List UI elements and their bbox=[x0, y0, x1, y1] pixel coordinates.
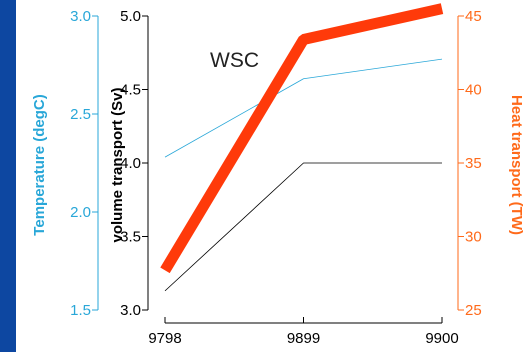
temperature-axis-label: Temperature (degC) bbox=[31, 94, 48, 235]
volume-tick-label: 3.0 bbox=[120, 302, 141, 319]
temperature-series-line bbox=[164, 58, 443, 158]
x-tick-label: 9798 bbox=[148, 330, 181, 347]
x-tick-label: 9899 bbox=[287, 330, 320, 347]
temperature-tick-label: 1.5 bbox=[70, 302, 91, 319]
volume-tick-label: 4.0 bbox=[120, 155, 141, 172]
axes-layer: 1.5 2.0 2.5 3.0 3.0 3.5 4.0 4.5 5.0 25 30 35 40 45 979… bbox=[70, 8, 482, 347]
series-layer bbox=[160, 3, 444, 292]
heat-tick-label: 40 bbox=[465, 82, 482, 99]
volume-tick-label: 3.5 bbox=[120, 229, 141, 246]
volume-tick-label: 5.0 bbox=[120, 8, 141, 25]
heat-tick-label: 45 bbox=[465, 8, 482, 25]
heat-tick-label: 30 bbox=[465, 229, 482, 246]
temperature-tick-label: 2.0 bbox=[70, 204, 91, 221]
heat-axis-label: Heat transport (TW) bbox=[508, 95, 525, 235]
temperature-tick-label: 3.0 bbox=[70, 8, 91, 25]
heat-series-line bbox=[160, 3, 444, 274]
volume-tick-label: 4.5 bbox=[120, 82, 141, 99]
x-tick-label: 9900 bbox=[425, 330, 458, 347]
heat-tick-label: 25 bbox=[465, 302, 482, 319]
temperature-tick-label: 2.5 bbox=[70, 106, 91, 123]
chart-annotation: WSC bbox=[210, 49, 259, 72]
volume-series-line bbox=[164, 162, 442, 292]
volume-axis-label: volume transport (Sv) bbox=[109, 87, 126, 242]
heat-tick-label: 35 bbox=[465, 155, 482, 172]
left-edge-band bbox=[0, 0, 16, 352]
